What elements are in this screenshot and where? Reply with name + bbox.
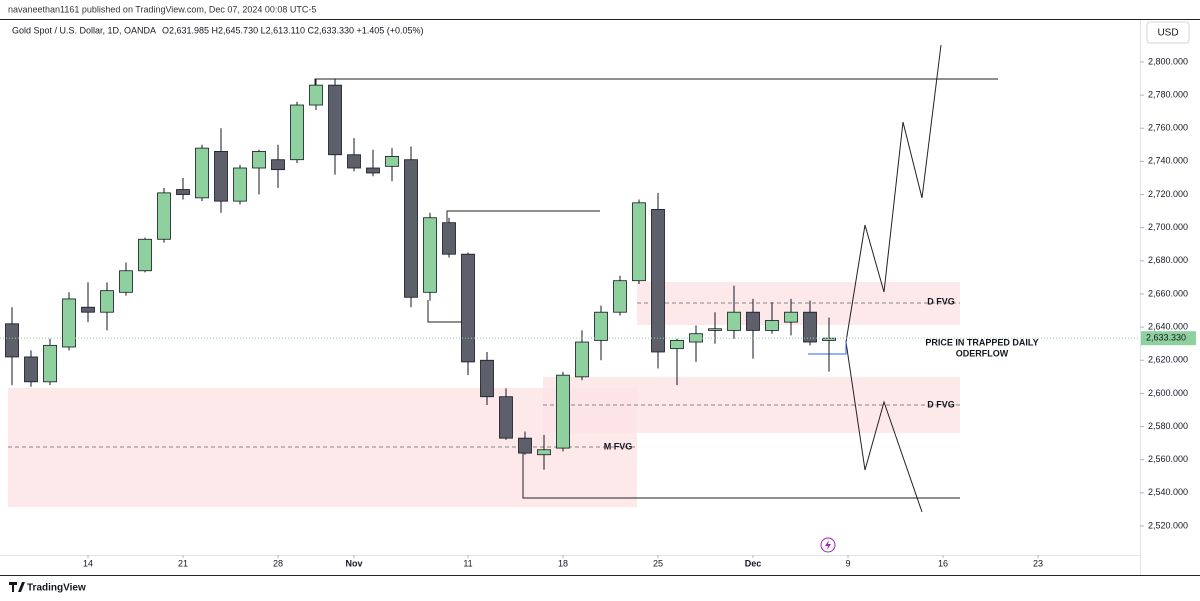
- candle-body: [499, 396, 513, 439]
- candle-body: [651, 209, 665, 353]
- range-line: [808, 342, 847, 355]
- y-tick-label: 2,520.000: [1148, 520, 1188, 530]
- level-line: [314, 78, 998, 85]
- candle-body: [347, 154, 361, 169]
- candle-body: [803, 311, 817, 343]
- candle-body: [613, 280, 627, 313]
- y-tick-label: 2,720.000: [1148, 189, 1188, 199]
- symbol: Gold Spot / U.S. Dollar, 1D, OANDA: [12, 25, 156, 35]
- candle-body: [423, 217, 437, 293]
- last-price-box: [1141, 331, 1196, 346]
- x-tick-label: Nov: [345, 558, 362, 568]
- projection-up: [845, 44, 942, 343]
- m-fvg-zone: [8, 388, 637, 507]
- x-tick-label: 23: [1033, 558, 1043, 568]
- zone-label: M FVG: [604, 441, 633, 451]
- candle-body: [214, 151, 228, 202]
- y-tick-label: 2,620.000: [1148, 355, 1188, 365]
- candle-body: [100, 290, 114, 313]
- y-tick-label: 2,640.000: [1148, 321, 1188, 331]
- x-tick-label: 14: [83, 558, 93, 568]
- brand-name: TradingView: [27, 583, 86, 594]
- currency: USD: [1157, 28, 1178, 39]
- y-tick-label: 2,540.000: [1148, 487, 1188, 497]
- x-tick-label: 9: [845, 558, 850, 568]
- brand-logo: [9, 582, 25, 592]
- publish-info: navaneethan1161 published on TradingView…: [8, 4, 316, 14]
- candle-body: [290, 104, 304, 161]
- candle-body: [138, 238, 152, 272]
- event-icon[interactable]: [820, 537, 836, 553]
- note: ODERFLOW: [956, 348, 1009, 358]
- y-tick-label: 2,800.000: [1148, 56, 1188, 66]
- zone-label: D FVG: [927, 296, 955, 306]
- candle-body: [195, 147, 209, 199]
- zone-label: D FVG: [927, 399, 955, 409]
- candle-body: [252, 151, 266, 169]
- candle-body: [784, 311, 798, 323]
- level-line: [446, 210, 600, 222]
- event-bolt: [825, 540, 831, 550]
- y-tick-label: 2,780.000: [1148, 89, 1188, 99]
- candle-body: [43, 344, 57, 383]
- candle-body: [518, 437, 532, 454]
- y-tick-label: 2,680.000: [1148, 255, 1188, 265]
- candle-body: [271, 159, 285, 171]
- drawings: [314, 44, 998, 513]
- candle-body: [765, 320, 779, 331]
- plot: 2,520.000 2,540.000 2,560.000 2,580.000 2,60…: [0, 56, 1196, 568]
- candle-body: [157, 192, 171, 240]
- candle-body: [24, 356, 38, 383]
- y-tick-label: 2,740.000: [1148, 156, 1188, 166]
- candle-body: [670, 339, 684, 350]
- x-tick-label: 18: [558, 558, 568, 568]
- last-price-label: 2,633.330: [1146, 333, 1186, 343]
- x-tick-label: 11: [463, 558, 472, 568]
- level-line: [427, 300, 462, 323]
- currency-button[interactable]: [1146, 21, 1190, 44]
- y-tick-label: 2,580.000: [1148, 421, 1188, 431]
- candle-body: [233, 167, 247, 202]
- x-tick-label: 16: [938, 558, 948, 568]
- candle-body: [727, 311, 741, 331]
- candle-body: [537, 449, 551, 456]
- projection-down: [845, 341, 923, 513]
- candle-body: [62, 298, 76, 348]
- candle-body: [176, 189, 190, 195]
- candle-body: [81, 306, 95, 313]
- candle-body: [461, 253, 475, 363]
- x-tick-label: Dec: [745, 558, 762, 568]
- brand: TradingView: [9, 582, 86, 594]
- y-tick-label: 2,760.000: [1148, 123, 1188, 133]
- candle-body: [119, 270, 133, 293]
- candle-body: [385, 156, 399, 167]
- y-tick-label: 2,700.000: [1148, 222, 1188, 232]
- candle-body: [556, 374, 570, 449]
- candle-body: [366, 167, 380, 174]
- candle-body: [480, 359, 494, 398]
- candle-body: [309, 84, 323, 106]
- candle-body: [594, 311, 608, 341]
- d-fvg-zone-lower: [543, 377, 960, 433]
- y-tick-label: 2,600.000: [1148, 388, 1188, 398]
- candle-body: [575, 341, 589, 378]
- candle-body: [328, 84, 342, 156]
- y-tick-label: 2,560.000: [1148, 454, 1188, 464]
- note: PRICE IN TRAPPED DAILY: [925, 337, 1038, 347]
- candle-body: [442, 222, 456, 255]
- x-tick-label: 25: [653, 558, 663, 568]
- x-tick-label: 28: [273, 558, 283, 568]
- candle-body: [746, 311, 760, 331]
- y-tick-label: 2,660.000: [1148, 288, 1188, 298]
- candle-body: [632, 202, 646, 282]
- ohlc: O2,631.985 H2,645.730 L2,613.110 C2,633.…: [162, 25, 424, 35]
- x-tick-label: 21: [178, 558, 188, 568]
- candle-body: [708, 328, 722, 331]
- candle-body: [5, 323, 19, 358]
- level-line: [522, 453, 960, 499]
- candle-body: [404, 159, 418, 298]
